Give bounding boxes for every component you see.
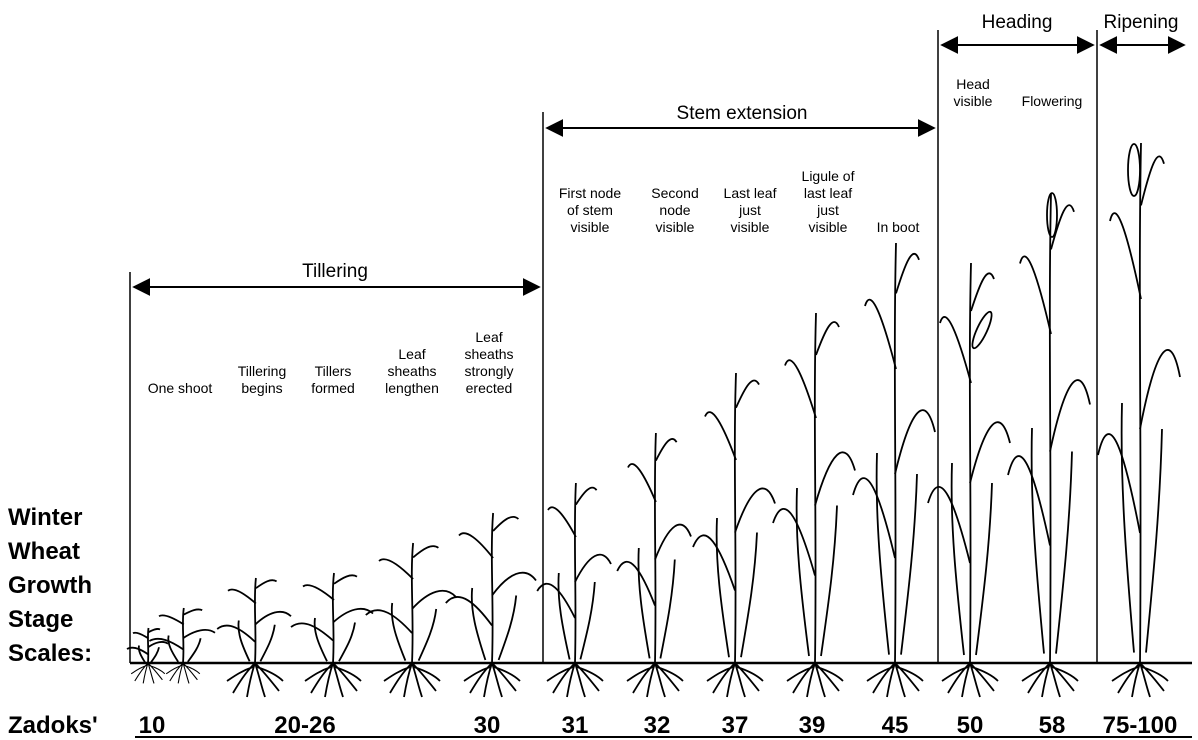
plant <box>364 541 458 665</box>
plant <box>148 607 216 664</box>
zadoks-value: 45 <box>882 712 909 739</box>
zadoks-value: 39 <box>799 712 826 739</box>
plant <box>535 481 613 665</box>
stage-label: visible <box>571 219 610 235</box>
stage-label: visible <box>731 219 770 235</box>
plant <box>216 577 292 664</box>
zadoks-value: 20-26 <box>274 712 335 739</box>
dividers <box>129 30 1192 738</box>
stage-label: Head <box>956 76 989 92</box>
side-title: Stage <box>8 606 73 633</box>
stage-label: just <box>816 202 839 218</box>
zadoks-label: Zadoks' <box>8 712 98 739</box>
stage-label: visible <box>656 219 695 235</box>
plant <box>617 433 691 663</box>
stage-label: erected <box>466 380 513 396</box>
phase-label: Ripening <box>1104 12 1179 33</box>
stage-label: Leaf <box>475 329 502 345</box>
stage-label: sheaths <box>387 363 436 379</box>
plant <box>1098 143 1180 663</box>
zadoks-value: 37 <box>722 712 749 739</box>
phase-label: Heading <box>982 12 1053 33</box>
plant <box>1008 193 1090 663</box>
zadoks-value: 10 <box>139 712 166 739</box>
stage-label: In boot <box>877 219 920 235</box>
plant <box>444 511 538 665</box>
plant <box>290 572 374 664</box>
head <box>1046 192 1058 238</box>
plant <box>853 243 935 663</box>
stage-label: lengthen <box>385 380 439 396</box>
stage-label: Tillering <box>238 363 287 379</box>
stage-label: First node <box>559 185 621 201</box>
zadoks-value: 75-100 <box>1103 712 1178 739</box>
side-title: Wheat <box>8 538 80 565</box>
side-title: Scales: <box>8 640 92 667</box>
zadoks-value: 31 <box>562 712 589 739</box>
labels: Winter Wheat Growth Stage Scales: Tillering St… <box>8 12 1179 739</box>
head <box>1127 143 1141 197</box>
phase-label: Stem extension <box>677 103 808 124</box>
stage-label: node <box>659 202 690 218</box>
stage-label: of stem <box>567 202 613 218</box>
side-title: Winter <box>8 504 82 531</box>
stage-label: visible <box>954 93 993 109</box>
plant <box>693 373 775 663</box>
stage-label: One shoot <box>148 380 213 396</box>
stage-label: Leaf <box>398 346 425 362</box>
zadoks-value: 32 <box>644 712 671 739</box>
stage-label: Ligule of <box>802 168 855 184</box>
zadoks-value: 50 <box>957 712 984 739</box>
stage-label: Second <box>651 185 698 201</box>
zadoks-value: 30 <box>474 712 501 739</box>
plant <box>126 627 169 664</box>
stage-label: sheaths <box>464 346 513 362</box>
stage-label: Last leaf <box>724 185 777 201</box>
plant <box>773 313 855 663</box>
plants <box>126 143 1180 698</box>
stage-label: visible <box>809 219 848 235</box>
stage-label: begins <box>241 380 282 396</box>
head <box>971 310 993 350</box>
side-title: Growth <box>8 572 92 599</box>
stage-label: strongly <box>464 363 513 379</box>
stage-label: just <box>738 202 761 218</box>
phase-label: Tillering <box>302 261 368 282</box>
stage-label: Flowering <box>1022 93 1083 109</box>
zadoks-value: 58 <box>1039 712 1066 739</box>
stage-label: last leaf <box>804 185 852 201</box>
stage-label: Tillers <box>315 363 352 379</box>
plant <box>928 263 1010 663</box>
phase-arrows <box>132 36 1186 296</box>
stage-label: formed <box>311 380 355 396</box>
